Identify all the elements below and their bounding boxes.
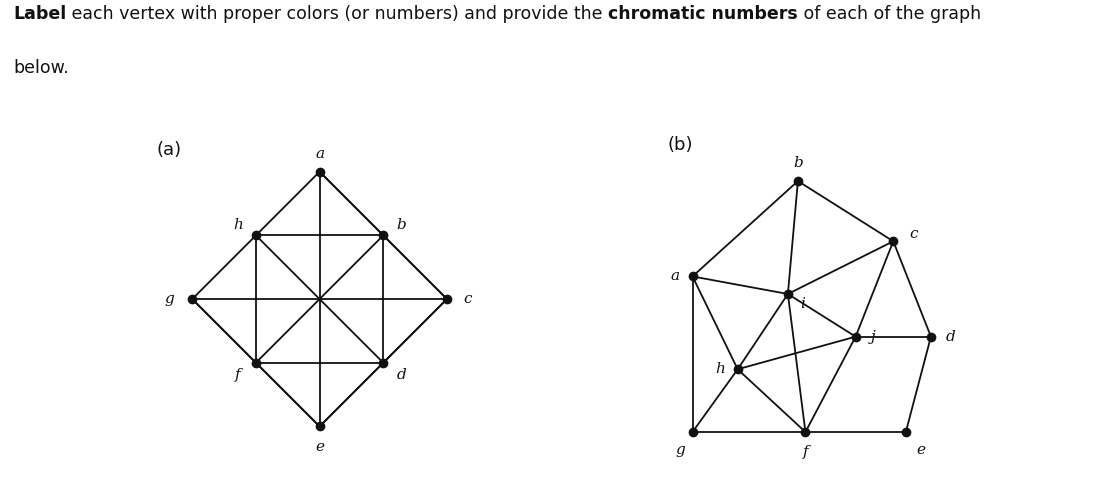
Text: c: c: [909, 227, 918, 241]
Text: chromatic numbers: chromatic numbers: [608, 5, 798, 23]
Text: d: d: [947, 330, 955, 344]
Text: Label: Label: [13, 5, 66, 23]
Text: b: b: [793, 156, 802, 170]
Text: e: e: [315, 440, 324, 454]
Text: a: a: [315, 147, 324, 161]
Text: g: g: [676, 442, 684, 456]
Text: h: h: [715, 363, 725, 376]
Text: j: j: [871, 330, 876, 344]
Text: (b): (b): [668, 136, 693, 154]
Text: (a): (a): [156, 141, 182, 159]
Text: e: e: [917, 442, 926, 456]
Text: c: c: [463, 292, 472, 306]
Text: f: f: [235, 368, 241, 382]
Text: i: i: [800, 297, 806, 311]
Text: h: h: [234, 218, 244, 232]
Text: each vertex with proper colors (or numbers) and provide the: each vertex with proper colors (or numbe…: [66, 5, 608, 23]
Text: below.: below.: [13, 59, 69, 76]
Text: b: b: [397, 218, 406, 232]
Text: g: g: [164, 292, 174, 306]
Text: d: d: [397, 368, 406, 382]
Text: a: a: [670, 270, 680, 284]
Text: f: f: [802, 445, 808, 459]
Text: of each of the graph: of each of the graph: [798, 5, 982, 23]
